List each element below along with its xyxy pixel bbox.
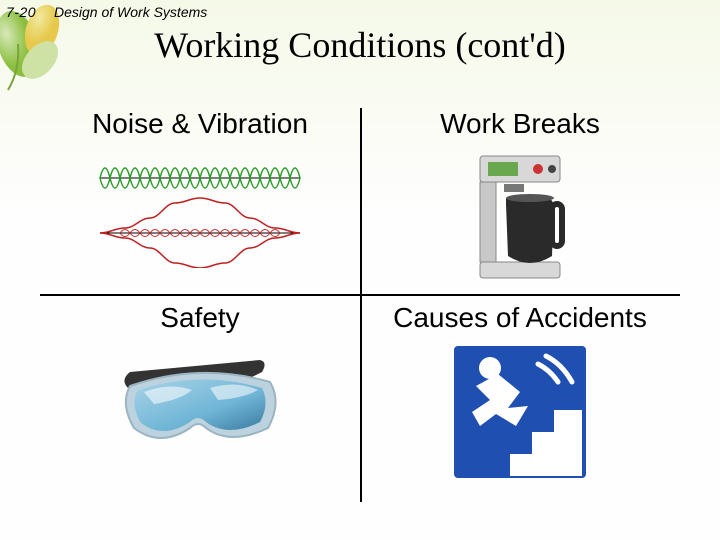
chapter-title: Design of Work Systems xyxy=(54,4,207,20)
waveform-icon xyxy=(90,148,310,268)
cell-label: Safety xyxy=(40,302,360,334)
cell-label: Work Breaks xyxy=(360,108,680,140)
goggles-icon xyxy=(110,342,290,462)
horizontal-divider xyxy=(40,294,680,296)
cell-label: Causes of Accidents xyxy=(360,302,680,334)
slide: 7-20 Design of Work Systems Working Cond… xyxy=(0,0,720,540)
slip-stairs-icon xyxy=(450,342,590,482)
coffee-maker-icon xyxy=(460,148,580,288)
slide-title: Working Conditions (cont'd) xyxy=(0,24,720,66)
cell-accidents: Causes of Accidents xyxy=(360,302,680,482)
cell-work-breaks: Work Breaks xyxy=(360,108,680,288)
content-grid: Noise & Vibration Work Breaks xyxy=(40,108,680,508)
cell-safety: Safety xyxy=(40,302,360,462)
cell-noise-vibration: Noise & Vibration xyxy=(40,108,360,268)
page-number: 7-20 xyxy=(6,4,36,20)
cell-label: Noise & Vibration xyxy=(40,108,360,140)
